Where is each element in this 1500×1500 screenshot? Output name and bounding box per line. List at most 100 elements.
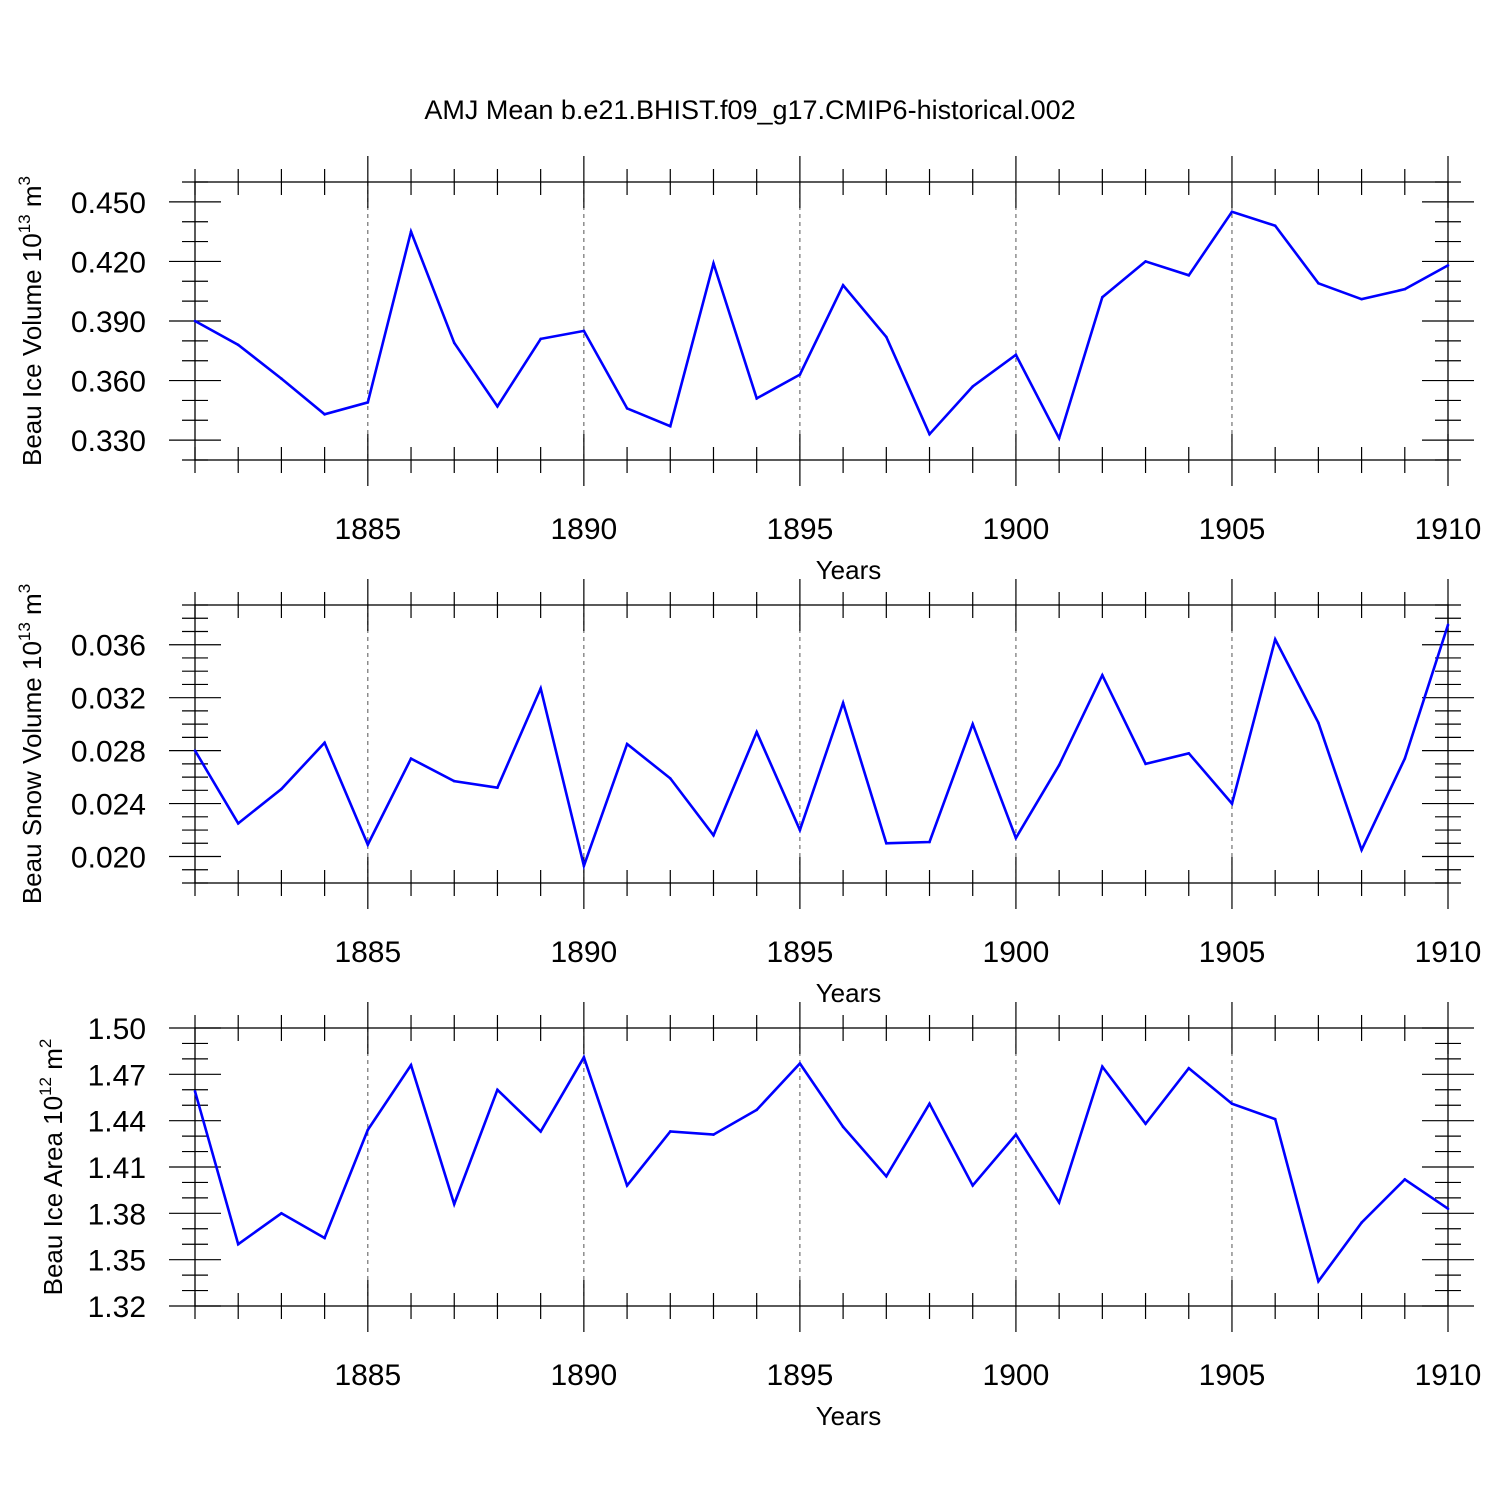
data-point [712,262,715,265]
y-axis-label-main: Beau Ice Volume 10 [17,233,47,466]
data-point [366,401,370,404]
data-point [323,413,326,416]
data-point [1317,281,1320,285]
x-tick-label: 1905 [1199,1359,1266,1392]
data-point [1014,353,1018,357]
y-axis-label: Beau Snow Volume 1013 m3 [15,584,47,904]
data-point [496,405,499,408]
data-point [712,834,715,837]
x-tick-label: 1890 [550,513,617,546]
data-point [1446,264,1450,267]
plot-frame [194,181,1449,461]
panel-ice-volume: 1885 1890 1895 1900 1905 1910 0.330 0.360 0.390 0… [15,156,1481,585]
y-tick-label: 0.390 [71,306,146,339]
y-axis-label-exponent: 12 [36,1077,55,1096]
y-axis-label-unit-exponent: 2 [36,1039,55,1048]
x-tick-label: 1900 [983,936,1050,969]
y-tick-label: 1.35 [88,1245,146,1278]
y-tick-label: 0.330 [71,425,146,458]
data-point [1403,757,1407,760]
data-point [236,822,240,825]
data-point [1446,1207,1450,1210]
data-point [1187,274,1191,277]
data-point [1101,295,1104,299]
y-axis-label-unit: m [38,1048,68,1077]
series-line [194,210,1449,442]
y-tick-label: 0.028 [71,736,146,769]
data-point [1360,1221,1363,1224]
data-point [409,1063,413,1067]
x-axis-label: Years [816,555,882,585]
data-point [582,1056,586,1059]
data-point [885,335,888,339]
series-line [193,1054,1449,1285]
data-point [798,828,802,832]
y-tick-label: 0.450 [71,187,146,220]
x-tick-label: 1900 [983,1359,1050,1392]
y-axis-label-exponent: 13 [15,214,34,233]
data-point [668,1130,672,1133]
y-tick-label: 0.024 [71,789,146,822]
x-tick-label: 1895 [767,1359,834,1392]
y-tick-label: 0.032 [71,683,146,716]
y-tick-label: 1.44 [88,1106,146,1139]
data-point [668,424,672,428]
data-point [1144,260,1147,263]
data-point [625,407,629,410]
data-point [928,840,931,844]
y-tick-label: 0.020 [71,842,146,875]
data-point [1230,210,1234,214]
data-point [1187,751,1191,755]
data-point [1230,802,1234,805]
y-axis-label-unit: m [17,185,47,214]
data-point [582,329,586,333]
data-point [885,841,888,845]
data-point [193,1090,197,1093]
x-tick-label: 1900 [983,513,1050,546]
data-point [193,319,197,323]
data-point [236,1242,240,1246]
x-tick-label: 1895 [767,513,834,546]
data-point [755,1108,758,1112]
data-point [323,741,326,744]
data-point [971,1184,975,1187]
data-point [280,377,283,380]
x-tick-label: 1885 [334,1359,401,1392]
y-tick-label: 1.32 [88,1291,146,1324]
data-point [1101,1065,1104,1068]
data-point [1273,1117,1277,1121]
data-point [280,1212,283,1215]
data-point [1230,1102,1234,1105]
data-point [625,1184,629,1187]
data-point [668,777,672,780]
data-point [236,343,240,347]
data-point [452,779,456,783]
data-point [928,1102,931,1105]
y-axis-label-unit-exponent: 3 [15,584,34,593]
data-point [971,385,975,388]
data-point [971,722,975,726]
data-point [1014,836,1018,840]
data-point [841,1125,845,1129]
y-axis-label-exponent: 13 [15,622,34,641]
data-point [496,786,499,789]
data-point [1101,673,1104,677]
data-point [1187,1066,1191,1070]
plot-frame [194,604,1449,884]
data-point [409,757,413,760]
data-point [1057,436,1061,440]
y-tick-label: 1.50 [88,1013,146,1046]
data-point [1014,1133,1018,1136]
panel-snow-volume: 1885 1890 1895 1900 1905 1910 0.020 0.024 0.028 0… [15,579,1481,1008]
x-tick-label: 1895 [767,936,834,969]
data-point [841,701,845,705]
data-point [1317,721,1320,725]
x-tick-label: 1890 [550,1359,617,1392]
data-point [755,730,758,734]
plot-frame [194,1027,1449,1307]
y-axis-label-main: Beau Snow Volume 10 [17,641,47,904]
data-point [928,432,931,436]
data-point [1273,224,1277,227]
y-axis-label-main: Beau Ice Area 10 [38,1096,68,1295]
